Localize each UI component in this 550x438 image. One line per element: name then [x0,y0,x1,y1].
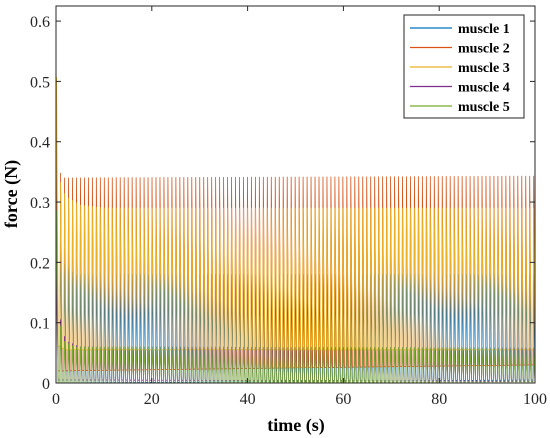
legend-label-2: muscle 2 [458,42,510,57]
legend: muscle 1 muscle 2 muscle 3 muscle 4 muscle 5 [403,14,525,119]
series-layer [55,77,536,384]
y-tick-label: 0.4 [30,135,50,152]
y-tick-label: 0.2 [30,255,50,272]
x-tick-label: 100 [523,391,547,408]
x-tick-label: 0 [52,391,60,408]
x-axis-label: time (s) [267,415,324,436]
series-line-5 [55,210,536,384]
legend-label-1: muscle 1 [458,22,510,37]
plot-frame [55,5,536,384]
x-tick-label: 20 [144,391,160,408]
y-tick-label: 0 [42,376,50,393]
x-tick-label: 40 [240,391,256,408]
y-tick-label: 0.6 [30,14,50,31]
y-tick-label: 0.3 [30,195,50,212]
legend-label-3: muscle 3 [458,61,510,76]
y-tick-label: 0.1 [30,316,50,333]
x-tick-label: 80 [431,391,447,408]
y-axis-label: force (N) [1,160,22,228]
x-tick-label: 60 [335,391,351,408]
tick-layer: 0 20 40 60 80 100 0 0.1 0.2 0.3 0.4 0.5 0.6 [30,6,547,408]
legend-label-5: muscle 5 [458,100,510,115]
legend-label-4: muscle 4 [458,81,510,96]
series-line-3 [55,77,536,351]
y-tick-label: 0.5 [30,74,50,91]
